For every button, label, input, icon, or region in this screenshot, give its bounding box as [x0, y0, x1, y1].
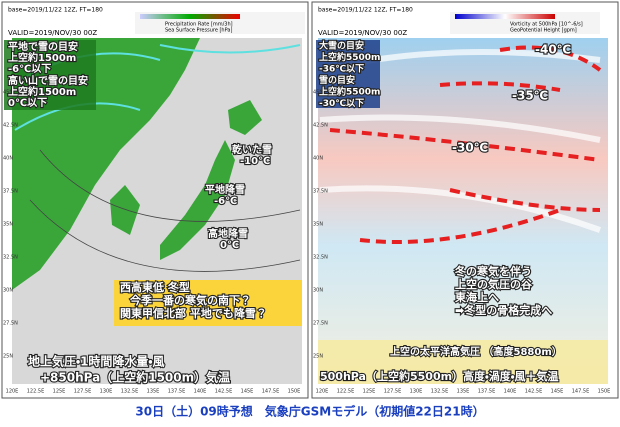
lon-label: 130E — [100, 389, 113, 395]
annotation: 上空約1500m — [8, 85, 76, 98]
annotation: 高い山で雪の目安 — [8, 74, 88, 87]
valid-time: VALID=2019/NOV/30 00Z — [318, 29, 407, 37]
annotation: -6℃以下 — [8, 63, 51, 75]
isobar — [29, 149, 301, 272]
lat-label: 37.5N — [3, 189, 18, 195]
lat-label: 45N — [313, 90, 323, 96]
isotherm-label: -40℃ — [535, 43, 571, 57]
lon-label: 145E — [551, 389, 564, 395]
note-box — [316, 40, 380, 108]
lon-label: 127.5E — [384, 389, 401, 395]
annotation: -10℃ — [240, 156, 270, 167]
lat-label: 27.5N — [313, 321, 328, 327]
lon-label: 135E — [457, 389, 470, 395]
base-time: base=2019/11/22 12Z, FT=180 — [8, 7, 103, 14]
annotation: 0℃以下 — [8, 97, 47, 109]
message: 東海上へ — [455, 290, 499, 304]
footer: 30日（土）09時予想 気象庁GSMモデル（初期値22日21時） — [135, 404, 484, 419]
annotation: 雪の目安 — [319, 74, 355, 86]
lon-label: 145E — [241, 389, 254, 395]
lon-label: 150E — [598, 389, 611, 395]
note-box — [4, 40, 96, 110]
annotation: 高地降雪 — [208, 227, 248, 240]
lat-label: 35N — [313, 222, 323, 228]
isotherm-label: -30℃ — [452, 141, 488, 155]
legend-title: Vorticity at 500hPa [10^-6/s] — [510, 22, 583, 28]
message: ➡冬型の骨格完成へ — [455, 303, 552, 317]
message: 西高東低 冬型 — [120, 280, 190, 294]
high-label: 上空の太平洋高気圧 （高度5880m） — [390, 345, 562, 358]
annotation: -30℃以下 — [319, 98, 364, 109]
message-box — [114, 280, 302, 326]
lon-label: 132.5E — [121, 389, 138, 395]
annotation: 平地降雪 — [205, 183, 245, 196]
colorbar — [140, 14, 240, 19]
isotherm-dashed — [329, 45, 602, 244]
legend-title: Sea Surface Pressure [hPa] — [165, 28, 232, 34]
annotation: 上空約5500m — [319, 86, 380, 98]
lon-label: 125E — [53, 389, 66, 395]
lat-label: 25N — [313, 354, 323, 360]
lon-label: 137.5E — [168, 389, 185, 395]
lat-label: 30N — [3, 288, 13, 294]
lon-label: 120E — [6, 389, 19, 395]
japan-land — [160, 140, 235, 260]
lon-label: 135E — [147, 389, 160, 395]
lat-label: 40N — [3, 156, 13, 162]
isotherm-label: -35℃ — [512, 89, 548, 103]
lat-label: 42.5N — [313, 123, 328, 129]
lon-label: 142.5E — [215, 389, 232, 395]
lat-label: 25N — [3, 354, 13, 360]
lat-label: 32.5N — [3, 255, 18, 261]
lon-label: 140E — [194, 389, 207, 395]
high-area — [318, 340, 608, 384]
lat-label: 30N — [313, 288, 323, 294]
lat-label: 35N — [3, 222, 13, 228]
lon-label: 137.5E — [478, 389, 495, 395]
valid-time: VALID=2019/NOV/30 00Z — [8, 29, 97, 37]
message: 上空の気圧の谷 — [455, 277, 532, 291]
lon-label: 122.5E — [27, 389, 44, 395]
base-time: base=2019/11/22 12Z, FT=180 — [318, 7, 413, 14]
lat-label: 27.5N — [3, 321, 18, 327]
message: 冬の寒気を伴う — [454, 264, 532, 278]
lat-label: 32.5N — [313, 255, 328, 261]
lon-label: 140E — [504, 389, 517, 395]
annotation: 平地で雪の目安 — [8, 40, 78, 53]
caption: +850hPa（上空約1500m）気温 — [40, 370, 230, 385]
annotation: -6℃ — [214, 196, 237, 207]
lon-label: 130E — [410, 389, 423, 395]
korea-land — [110, 185, 140, 235]
lon-label: 142.5E — [525, 389, 542, 395]
legend-title: Precipitation Rate [mm/3h] — [165, 22, 233, 28]
lat-label: 40N — [313, 156, 323, 162]
annotation: 大雪の目安 — [319, 40, 364, 52]
lon-label: 122.5E — [337, 389, 354, 395]
lat-label: 45N — [3, 90, 13, 96]
hokkaido-land — [228, 100, 262, 135]
lat-label: 37.5N — [313, 189, 328, 195]
colorbar — [455, 14, 555, 19]
annotation: -36℃以下 — [319, 64, 364, 75]
legend-title: GeoPotential Height [gpm] — [510, 28, 577, 34]
message: 今季一番の寒気の南下？ — [130, 293, 251, 307]
lon-label: 120E — [316, 389, 329, 395]
lon-label: 125E — [363, 389, 376, 395]
annotation: 上空約1500m — [8, 51, 76, 64]
lon-label: 147.5E — [262, 389, 279, 395]
caption: 地上気圧・1時間降水量・風 — [28, 354, 165, 369]
lon-label: 150E — [288, 389, 301, 395]
lat-label: 42.5N — [3, 123, 18, 129]
lon-label: 147.5E — [572, 389, 589, 395]
lon-label: 127.5E — [74, 389, 91, 395]
annotation: 乾いた雪 — [232, 143, 272, 156]
message: 関東甲信北部 平地でも降雪？ — [120, 306, 267, 320]
annotation: 0℃ — [220, 240, 239, 251]
lon-label: 132.5E — [431, 389, 448, 395]
annotation: 上空約5500m — [319, 51, 380, 63]
caption: 500hPa（上空約5500m）高度・渦度・風＋気温 — [320, 369, 559, 383]
